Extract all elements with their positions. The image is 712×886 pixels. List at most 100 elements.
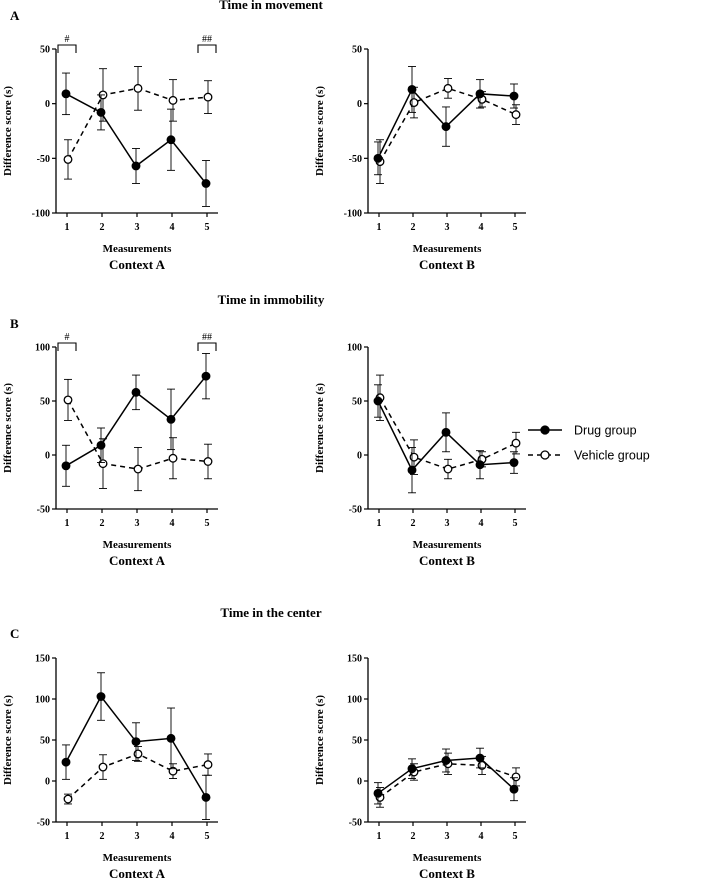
y-tick-label: -50 <box>349 154 362 165</box>
data-point-vehicle <box>133 83 143 93</box>
data-point-vehicle <box>203 760 213 770</box>
chart-title: Context B <box>419 866 475 881</box>
y-tick-label: 0 <box>45 777 50 788</box>
legend-label-vehicle: Vehicle group <box>574 449 650 463</box>
y-tick-label: -50 <box>37 505 50 516</box>
series-line-vehicle <box>379 87 517 162</box>
series-line-vehicle <box>379 763 517 799</box>
x-tick-label: 3 <box>135 222 140 233</box>
significance-label: ## <box>202 332 212 343</box>
significance-label: # <box>65 332 70 343</box>
x-tick-label: 3 <box>135 831 140 842</box>
series-vehicle <box>63 66 213 180</box>
legend-entry-vehicle: Vehicle group <box>528 449 650 463</box>
data-point-drug <box>509 784 519 794</box>
data-point-vehicle <box>511 772 521 782</box>
data-point-drug <box>131 737 141 747</box>
data-point-drug <box>96 440 106 450</box>
y-tick-label: 50 <box>352 736 362 747</box>
chart-title: Context A <box>109 553 166 568</box>
data-point-drug <box>373 396 383 406</box>
data-point-vehicle <box>98 459 108 469</box>
x-tick-label: 2 <box>100 222 105 233</box>
data-point-drug <box>166 414 176 424</box>
data-point-drug <box>61 89 71 99</box>
chart-panel-1: Time in movement A -100 -50 0 50 1 2 3 4 5 Measurem… <box>2 0 324 272</box>
y-axis-label: Difference score (s) <box>314 86 326 176</box>
x-tick-label: 1 <box>377 831 382 842</box>
data-point-vehicle <box>203 92 213 102</box>
x-tick-label: 5 <box>205 518 210 529</box>
y-tick-label: -50 <box>37 154 50 165</box>
data-point-drug <box>509 458 519 468</box>
data-point-vehicle <box>511 438 521 448</box>
x-tick-label: 2 <box>100 518 105 529</box>
significance-bracket <box>197 44 217 53</box>
x-tick-label: 3 <box>445 222 450 233</box>
data-point-vehicle <box>63 395 73 405</box>
chart-panel-2: -100 -50 0 50 1 2 3 4 5 Measurements Context B Diff… <box>314 45 526 272</box>
data-point-vehicle <box>409 98 419 108</box>
chart-panel-3: Time in immobility B -50 0 50 100 1 2 3 4 5 Measure… <box>2 292 325 568</box>
series-vehicle <box>63 746 213 805</box>
x-axis-label: Measurements <box>413 243 483 255</box>
chart-title: Context A <box>109 866 166 881</box>
x-tick-label: 4 <box>479 831 484 842</box>
y-tick-label: -50 <box>37 818 50 829</box>
chart-title: Context B <box>419 257 475 272</box>
x-tick-label: 5 <box>513 518 518 529</box>
x-axis-label: Measurements <box>103 243 173 255</box>
data-point-drug <box>131 387 141 397</box>
data-point-drug <box>441 756 451 765</box>
data-point-drug <box>509 91 519 101</box>
legend-marker-drug <box>540 425 550 435</box>
significance-bracket <box>57 44 77 53</box>
data-point-drug <box>201 179 211 188</box>
y-tick-label: 0 <box>357 777 362 788</box>
y-axis-label: Difference score (s) <box>314 383 326 473</box>
data-point-drug <box>166 733 176 743</box>
data-point-drug <box>407 465 417 475</box>
data-point-drug <box>475 460 485 470</box>
y-tick-label: -100 <box>32 209 50 220</box>
data-point-drug <box>61 757 71 767</box>
data-point-vehicle <box>63 794 73 804</box>
series-drug <box>373 66 519 176</box>
significance-bracket <box>57 342 77 351</box>
y-tick-label: 50 <box>40 736 50 747</box>
x-tick-label: 5 <box>513 222 518 233</box>
chart-title: Context B <box>419 553 475 568</box>
y-tick-label: 100 <box>347 695 362 706</box>
series-line-vehicle <box>379 397 517 470</box>
x-tick-label: 5 <box>205 222 210 233</box>
y-tick-label: 50 <box>40 45 50 56</box>
significance-label: # <box>65 34 70 45</box>
data-point-vehicle <box>63 154 73 164</box>
legend-label-drug: Drug group <box>574 424 637 438</box>
chart-title: Context A <box>109 257 166 272</box>
x-tick-label: 4 <box>170 831 175 842</box>
chart-panel-5: Time in the center C -50 0 50 100 150 1 2 3 4 5 Meas… <box>2 605 322 881</box>
panel-letter: C <box>10 626 19 641</box>
y-tick-label: 0 <box>45 99 50 110</box>
x-tick-label: 4 <box>170 222 175 233</box>
data-point-vehicle <box>168 453 178 463</box>
x-axis-label: Measurements <box>103 539 173 551</box>
y-tick-label: 100 <box>347 343 362 354</box>
series-drug <box>61 353 211 487</box>
y-tick-label: 50 <box>352 45 362 56</box>
y-tick-label: 100 <box>35 343 50 354</box>
y-tick-label: -50 <box>349 818 362 829</box>
x-tick-label: 5 <box>513 831 518 842</box>
legend-entry-drug: Drug group <box>528 424 637 438</box>
x-axis-label: Measurements <box>103 852 173 864</box>
panel-letter: B <box>10 316 19 331</box>
significance-label: ## <box>202 34 212 45</box>
significance-bracket <box>197 342 217 351</box>
data-point-drug <box>373 788 383 798</box>
data-point-drug <box>61 461 71 471</box>
series-drug <box>61 72 211 207</box>
data-point-vehicle <box>168 766 178 776</box>
series-drug <box>373 747 519 805</box>
